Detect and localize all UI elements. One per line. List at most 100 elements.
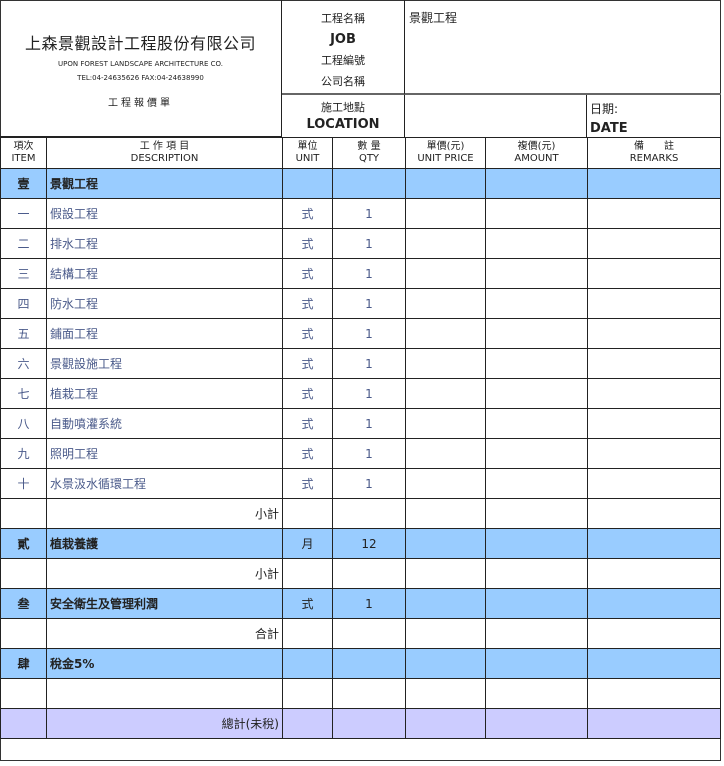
item-unit[interactable]: 式 xyxy=(282,588,333,619)
item-unit[interactable] xyxy=(282,618,333,649)
remarks-cell[interactable] xyxy=(587,558,721,589)
remarks-cell[interactable] xyxy=(587,708,721,739)
amount-cell[interactable] xyxy=(485,588,588,619)
item-qty[interactable]: 12 xyxy=(332,528,406,559)
unit-price-cell[interactable] xyxy=(405,348,486,379)
item-unit[interactable]: 式 xyxy=(282,348,333,379)
item-unit[interactable] xyxy=(282,678,333,709)
unit-price-cell[interactable] xyxy=(405,528,486,559)
item-description[interactable]: 稅金5% xyxy=(46,648,283,679)
remarks-cell[interactable] xyxy=(587,198,721,229)
unit-price-cell[interactable] xyxy=(405,468,486,499)
item-number[interactable]: 七 xyxy=(0,378,47,409)
amount-cell[interactable] xyxy=(485,288,588,319)
date-field[interactable]: 日期: DATE xyxy=(590,99,628,139)
item-number[interactable]: 二 xyxy=(0,228,47,259)
remarks-cell[interactable] xyxy=(587,678,721,709)
unit-price-cell[interactable] xyxy=(405,438,486,469)
unit-price-cell[interactable] xyxy=(405,678,486,709)
amount-cell[interactable] xyxy=(485,228,588,259)
item-unit[interactable]: 式 xyxy=(282,228,333,259)
item-description[interactable]: 假設工程 xyxy=(46,198,283,229)
item-qty[interactable] xyxy=(332,648,406,679)
unit-price-cell[interactable] xyxy=(405,558,486,589)
item-unit[interactable]: 式 xyxy=(282,468,333,499)
remarks-cell[interactable] xyxy=(587,168,721,199)
amount-cell[interactable] xyxy=(485,408,588,439)
unit-price-cell[interactable] xyxy=(405,588,486,619)
item-number[interactable] xyxy=(0,558,47,589)
item-number[interactable]: 六 xyxy=(0,348,47,379)
item-qty[interactable] xyxy=(332,708,406,739)
item-description[interactable]: 植栽養護 xyxy=(46,528,283,559)
item-description[interactable]: 排水工程 xyxy=(46,228,283,259)
item-description[interactable]: 小計 xyxy=(46,558,283,589)
remarks-cell[interactable] xyxy=(587,498,721,529)
remarks-cell[interactable] xyxy=(587,588,721,619)
item-qty[interactable]: 1 xyxy=(332,228,406,259)
amount-cell[interactable] xyxy=(485,348,588,379)
item-description[interactable] xyxy=(46,678,283,709)
item-qty[interactable]: 1 xyxy=(332,318,406,349)
remarks-cell[interactable] xyxy=(587,288,721,319)
item-number[interactable]: 四 xyxy=(0,288,47,319)
item-number[interactable]: 五 xyxy=(0,318,47,349)
item-description[interactable]: 水景汲水循環工程 xyxy=(46,468,283,499)
item-unit[interactable] xyxy=(282,168,333,199)
unit-price-cell[interactable] xyxy=(405,498,486,529)
item-qty[interactable]: 1 xyxy=(332,378,406,409)
item-description[interactable]: 防水工程 xyxy=(46,288,283,319)
unit-price-cell[interactable] xyxy=(405,198,486,229)
amount-cell[interactable] xyxy=(485,198,588,229)
item-number[interactable]: 八 xyxy=(0,408,47,439)
remarks-cell[interactable] xyxy=(587,348,721,379)
item-unit[interactable]: 式 xyxy=(282,318,333,349)
unit-price-cell[interactable] xyxy=(405,408,486,439)
item-qty[interactable]: 1 xyxy=(332,438,406,469)
remarks-cell[interactable] xyxy=(587,438,721,469)
item-description[interactable]: 安全衛生及管理利潤 xyxy=(46,588,283,619)
item-qty[interactable]: 1 xyxy=(332,258,406,289)
amount-cell[interactable] xyxy=(485,498,588,529)
remarks-cell[interactable] xyxy=(587,318,721,349)
item-number[interactable] xyxy=(0,498,47,529)
amount-cell[interactable] xyxy=(485,438,588,469)
remarks-cell[interactable] xyxy=(587,468,721,499)
amount-cell[interactable] xyxy=(485,258,588,289)
item-qty[interactable]: 1 xyxy=(332,408,406,439)
unit-price-cell[interactable] xyxy=(405,258,486,289)
item-number[interactable] xyxy=(0,618,47,649)
item-unit[interactable]: 式 xyxy=(282,258,333,289)
item-description[interactable]: 小計 xyxy=(46,498,283,529)
remarks-cell[interactable] xyxy=(587,258,721,289)
item-description[interactable]: 景觀工程 xyxy=(46,168,283,199)
remarks-cell[interactable] xyxy=(587,528,721,559)
item-qty[interactable]: 1 xyxy=(332,288,406,319)
amount-cell[interactable] xyxy=(485,168,588,199)
item-unit[interactable]: 式 xyxy=(282,288,333,319)
item-description[interactable]: 照明工程 xyxy=(46,438,283,469)
amount-cell[interactable] xyxy=(485,558,588,589)
item-description[interactable]: 總計(未稅) xyxy=(46,708,283,739)
unit-price-cell[interactable] xyxy=(405,378,486,409)
item-unit[interactable]: 式 xyxy=(282,408,333,439)
item-number[interactable]: 貳 xyxy=(0,528,47,559)
unit-price-cell[interactable] xyxy=(405,318,486,349)
item-description[interactable]: 植栽工程 xyxy=(46,378,283,409)
item-description[interactable]: 鋪面工程 xyxy=(46,318,283,349)
item-qty[interactable]: 1 xyxy=(332,348,406,379)
location-value[interactable] xyxy=(405,95,587,137)
item-qty[interactable] xyxy=(332,678,406,709)
item-unit[interactable]: 月 xyxy=(282,528,333,559)
item-number[interactable]: 一 xyxy=(0,198,47,229)
amount-cell[interactable] xyxy=(485,528,588,559)
remarks-cell[interactable] xyxy=(587,648,721,679)
amount-cell[interactable] xyxy=(485,378,588,409)
remarks-cell[interactable] xyxy=(587,228,721,259)
item-qty[interactable]: 1 xyxy=(332,468,406,499)
item-qty[interactable] xyxy=(332,618,406,649)
unit-price-cell[interactable] xyxy=(405,288,486,319)
unit-price-cell[interactable] xyxy=(405,618,486,649)
item-unit[interactable]: 式 xyxy=(282,198,333,229)
item-unit[interactable]: 式 xyxy=(282,378,333,409)
